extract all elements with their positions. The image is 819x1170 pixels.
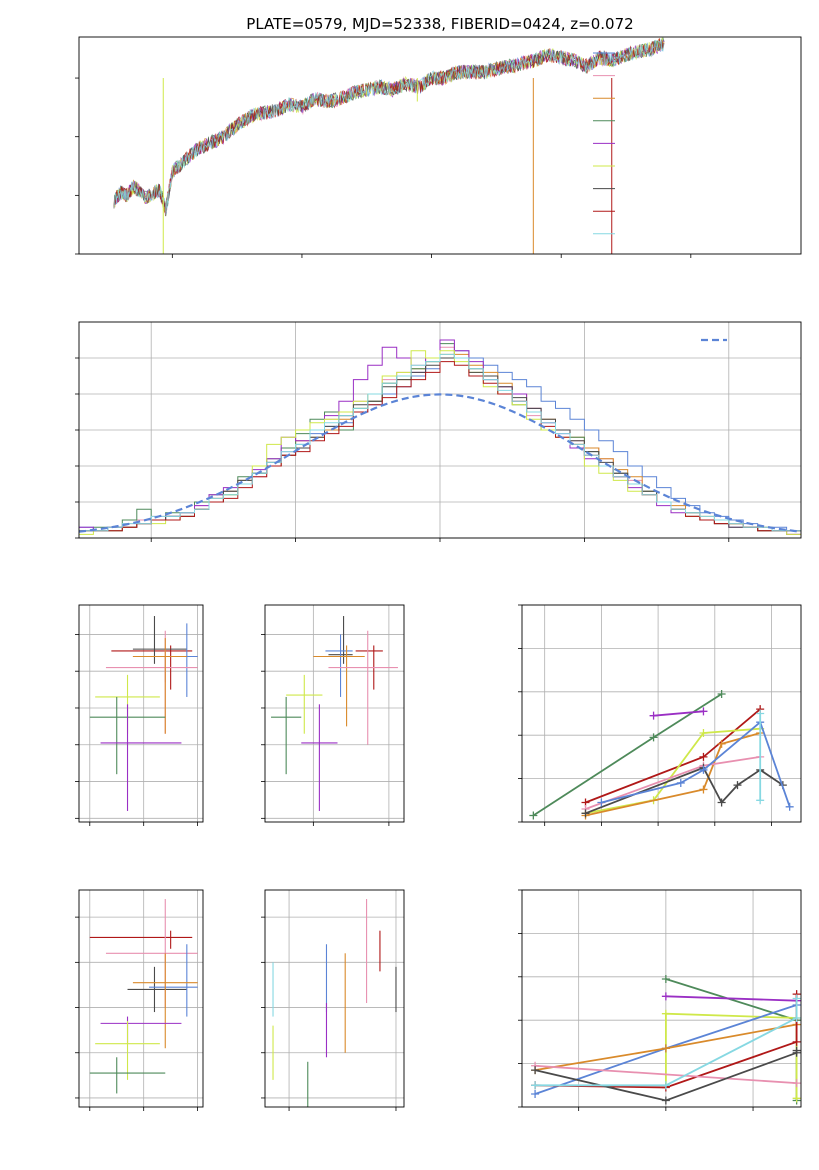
weight-marker [531, 1089, 540, 1098]
weight-marker [699, 752, 708, 761]
weight-marker [649, 733, 658, 742]
plot-frame [78, 321, 802, 539]
plot-frame [521, 889, 802, 1108]
weight-marker [792, 994, 801, 1003]
weight-marker [756, 709, 765, 718]
weight-marker [661, 1044, 670, 1053]
plot-frame [78, 36, 802, 255]
weight-marker [661, 1081, 670, 1090]
histogram-step [79, 353, 801, 532]
chart-z-vs-age [75, 604, 204, 826]
weight-line [535, 998, 798, 1087]
plot-area [89, 899, 198, 1094]
chart-residual-hist [75, 321, 802, 542]
weight-marker [792, 1046, 801, 1055]
weight-line [535, 1064, 797, 1084]
weight-marker [531, 1066, 540, 1075]
weight-marker [756, 796, 765, 805]
plot-area [79, 339, 801, 535]
chart-mass-vs-age [261, 604, 405, 826]
plot-frame [78, 604, 204, 823]
plot-frame [264, 889, 405, 1108]
weight-line [665, 995, 797, 1002]
weight-marker [676, 778, 685, 787]
plot-frame [521, 604, 802, 823]
weight-marker [661, 974, 670, 983]
plot-area [272, 899, 397, 1107]
plot-area [531, 974, 801, 1105]
spectrum-line [113, 37, 665, 217]
chart-z-vs-mass [75, 889, 204, 1111]
weight-marker [661, 1009, 670, 1018]
chart-z-mass-weight [518, 889, 802, 1111]
weight-line [585, 727, 761, 815]
weight-marker [661, 1096, 670, 1105]
plot-area [271, 616, 398, 811]
chart-ebv-vs-mass [261, 889, 405, 1111]
chart-age-mass-weight [518, 604, 802, 826]
weight-marker [699, 707, 708, 716]
weight-marker [699, 785, 708, 794]
weight-marker [529, 811, 538, 820]
weight-marker [699, 729, 708, 738]
plot-frame [78, 889, 204, 1108]
weight-marker [597, 798, 606, 807]
weight-marker [785, 802, 794, 811]
weight-marker [792, 1014, 801, 1023]
weight-marker [531, 1081, 540, 1090]
weight-line [653, 710, 704, 717]
weight-line [585, 766, 784, 815]
spectrum-line [113, 38, 665, 215]
plot-area [529, 689, 794, 820]
plot-area [89, 616, 198, 811]
weight-marker [717, 689, 726, 698]
plot-area [113, 37, 665, 254]
weight-marker [792, 1079, 801, 1088]
weight-marker [717, 739, 726, 748]
weight-marker [792, 1037, 801, 1046]
weight-marker [792, 1094, 801, 1103]
weight-marker [649, 711, 658, 720]
weight-marker [717, 798, 726, 807]
figure-title: PLATE=0579, MJD=52338, FIBERID=0424, z=0… [246, 15, 633, 33]
weight-marker [661, 992, 670, 1001]
weight-marker [581, 809, 590, 818]
plot-frame [264, 604, 405, 823]
chart-spectrum [75, 36, 802, 258]
weight-marker [699, 765, 708, 774]
gaussian-curve [79, 393, 801, 533]
weight-marker [733, 781, 742, 790]
